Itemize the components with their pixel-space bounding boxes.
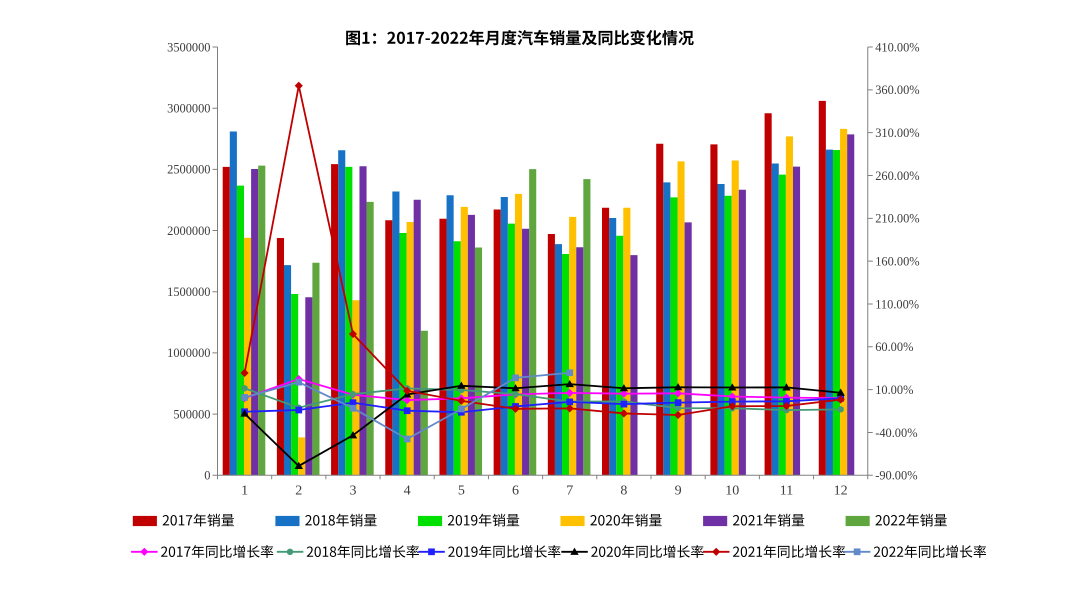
svg-text:360.00%: 360.00% (875, 83, 919, 97)
svg-text:9: 9 (675, 483, 682, 498)
svg-text:60.00%: 60.00% (875, 340, 913, 354)
svg-text:110.00%: 110.00% (875, 297, 919, 311)
svg-text:310.00%: 310.00% (875, 126, 919, 140)
svg-text:3000000: 3000000 (167, 101, 210, 115)
svg-text:260.00%: 260.00% (875, 169, 919, 183)
svg-text:2: 2 (295, 483, 302, 498)
svg-text:210.00%: 210.00% (875, 212, 919, 226)
svg-text:1500000: 1500000 (167, 285, 210, 299)
svg-text:1: 1 (241, 483, 248, 498)
svg-text:11: 11 (780, 483, 793, 498)
svg-text:1000000: 1000000 (167, 346, 210, 360)
svg-text:5: 5 (458, 483, 465, 498)
svg-text:3: 3 (349, 483, 356, 498)
svg-text:10.00%: 10.00% (875, 383, 913, 397)
svg-text:4: 4 (404, 483, 411, 498)
svg-text:3500000: 3500000 (167, 40, 210, 54)
svg-text:160.00%: 160.00% (875, 254, 919, 268)
svg-text:6: 6 (512, 483, 519, 498)
svg-text:12: 12 (834, 483, 848, 498)
svg-text:2000000: 2000000 (167, 224, 210, 238)
svg-text:410.00%: 410.00% (875, 40, 919, 54)
svg-text:-90.00%: -90.00% (875, 469, 917, 483)
svg-text:10: 10 (725, 483, 739, 498)
svg-text:500000: 500000 (173, 407, 210, 421)
svg-text:0: 0 (204, 469, 210, 483)
svg-text:2500000: 2500000 (167, 163, 210, 177)
svg-text:8: 8 (620, 483, 627, 498)
svg-text:7: 7 (566, 483, 573, 498)
svg-text:-40.00%: -40.00% (875, 426, 917, 440)
